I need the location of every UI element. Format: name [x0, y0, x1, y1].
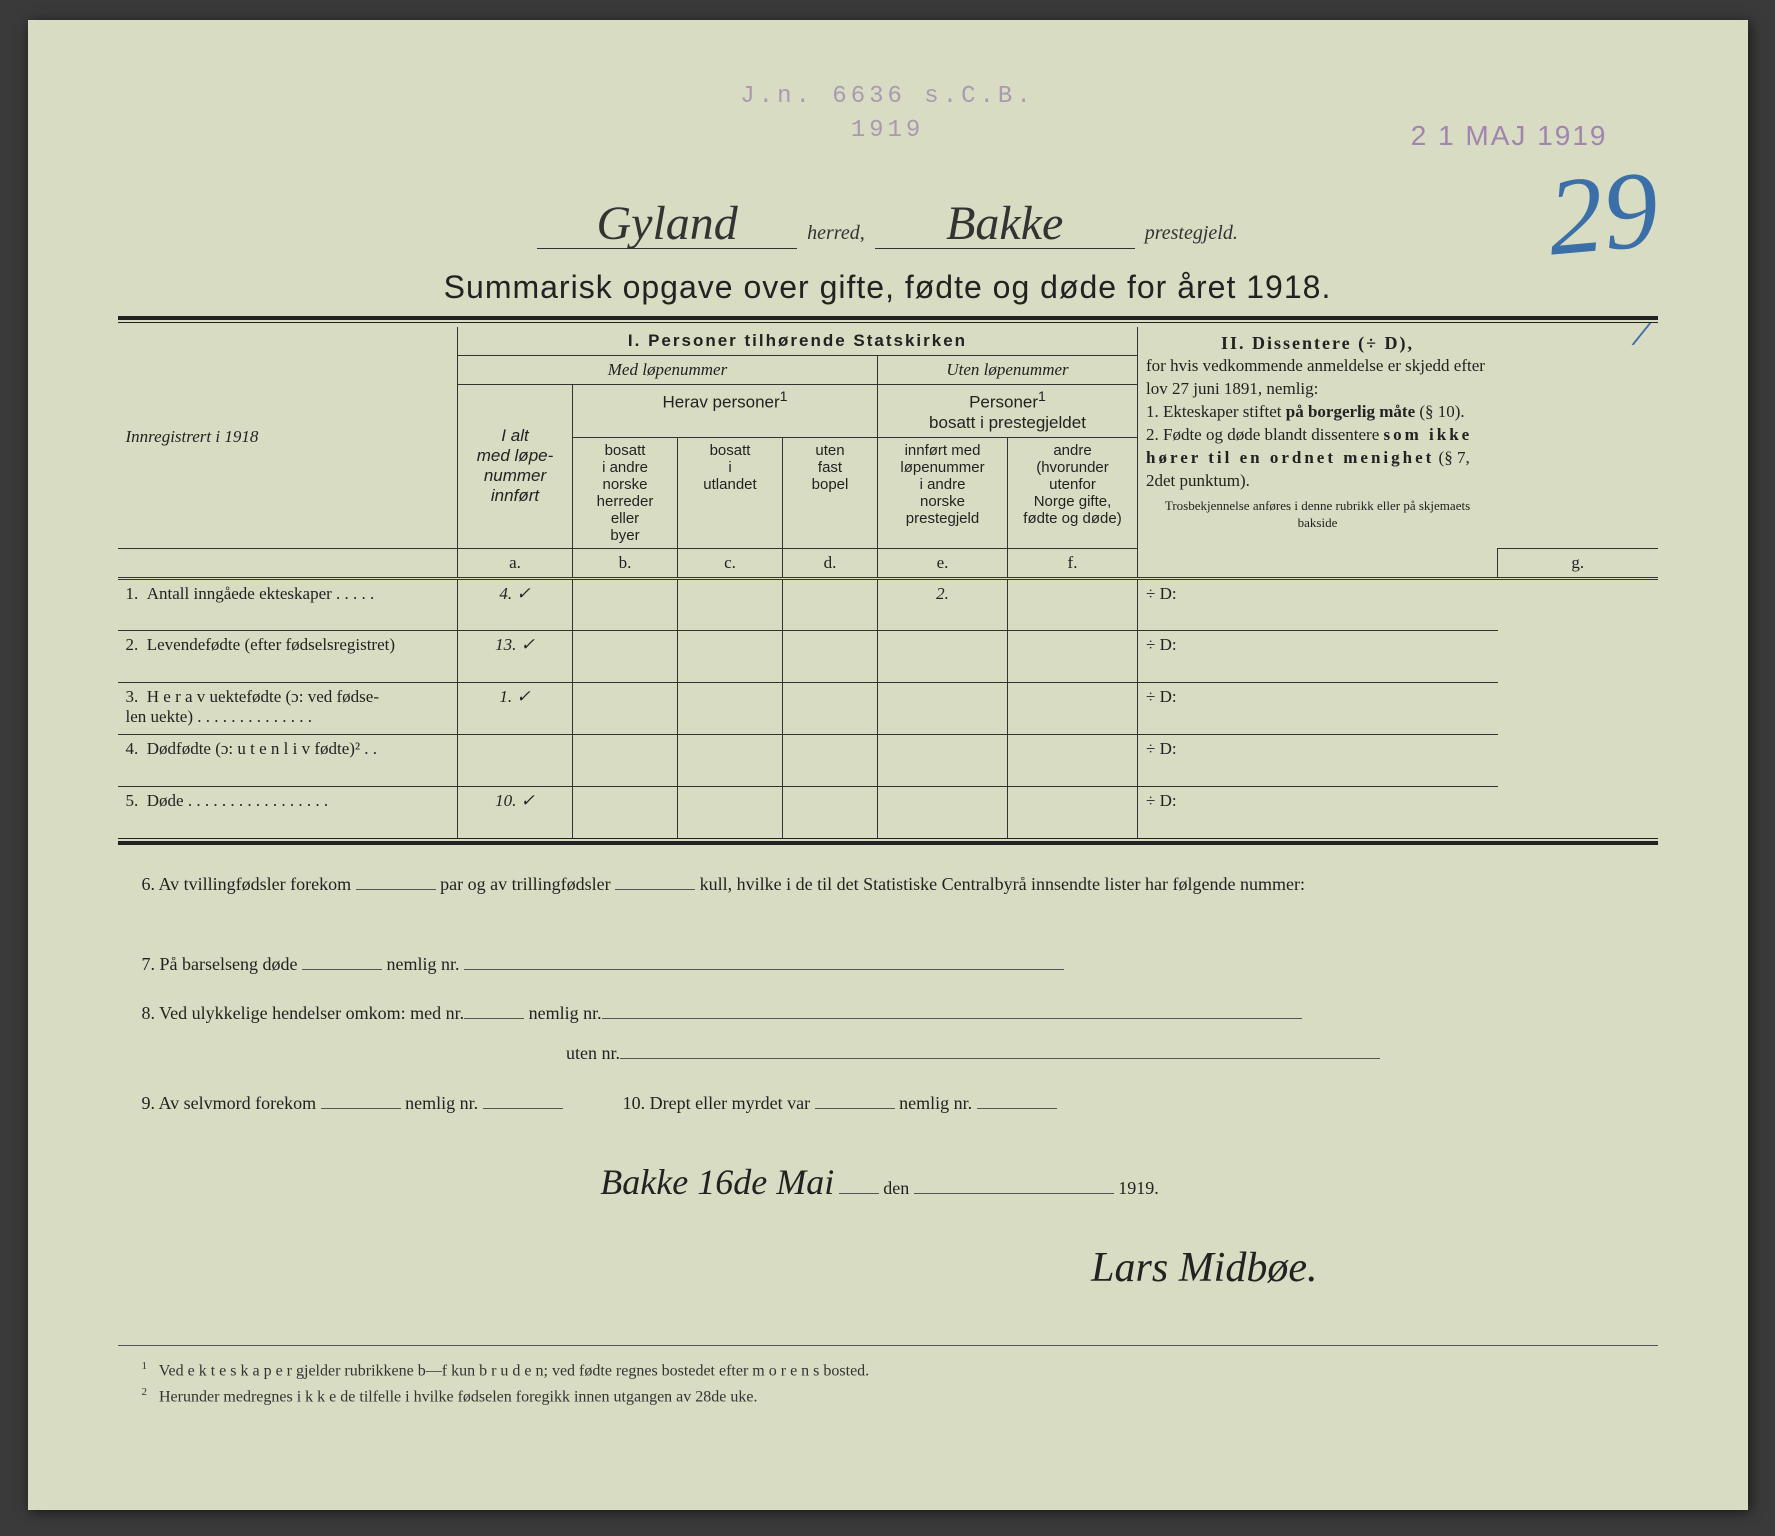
item-6: 6. Av tvillingfødsler forekom par og av …: [142, 865, 1618, 905]
col-letter-e: e.: [878, 548, 1008, 578]
row-1-col-f: [1008, 578, 1138, 630]
signature-place-date: Bakke 16de Mai: [600, 1162, 834, 1202]
rule-below-table-2: [118, 841, 1658, 845]
row-5-col-e: [878, 786, 1008, 838]
document-paper: J.n. 6636 s.C.B. 1919 2 1 MAJ 1919 29 / …: [28, 20, 1748, 1510]
row-2-col-d: [783, 630, 878, 682]
document-title: Summarisk opgave over gifte, fødte og dø…: [118, 269, 1658, 306]
table-row: 2. Levendefødte (efter fødselsregistret)…: [118, 630, 1658, 682]
row-3-col-g: ÷ D:: [1138, 682, 1498, 734]
row-1-col-c: [678, 578, 783, 630]
row-5-col-f: [1008, 786, 1138, 838]
row-5-col-c: [678, 786, 783, 838]
row-3-label: 3. H e r a v uektefødte (ɔ: ved fødse- l…: [118, 682, 458, 734]
header-line: Gyland herred, Bakke prestegjeld.: [118, 200, 1658, 249]
row-3-col-d: [783, 682, 878, 734]
section-2-dissentere: II. Dissentere (÷ D), for hvis vedkommen…: [1138, 327, 1498, 578]
col-innregistrert: Innregistrert i 1918: [118, 327, 458, 548]
signature-year: 1919.: [1118, 1178, 1159, 1198]
footnotes: 1 Ved e k t e s k a p e r gjelder rubrik…: [118, 1345, 1658, 1410]
row-5-col-d: [783, 786, 878, 838]
row-3-col-b: [573, 682, 678, 734]
item-8: 8. Ved ulykkelige hendelser omkom: med n…: [142, 994, 1618, 1073]
row-2-col-b: [573, 630, 678, 682]
table-row: 4. Dødfødte (ɔ: u t e n l i v fødte)² . …: [118, 734, 1658, 786]
row-3-col-e: [878, 682, 1008, 734]
row-4-label: 4. Dødfødte (ɔ: u t e n l i v fødte)² . …: [118, 734, 458, 786]
subheader-med-lopenummer: Med løpenummer: [458, 356, 878, 385]
row-3-col-c: [678, 682, 783, 734]
stamp-journal-number: J.n. 6636 s.C.B. 1919: [740, 80, 1034, 147]
table-row: 1. Antall inngåede ekteskaper . . . . . …: [118, 578, 1658, 630]
stamp-received-date: 2 1 MAJ 1919: [1411, 120, 1608, 152]
row-4-col-f: [1008, 734, 1138, 786]
footnote-1: 1 Ved e k t e s k a p e r gjelder rubrik…: [142, 1358, 1658, 1384]
row-1-col-d: [783, 578, 878, 630]
row-2-col-e: [878, 630, 1008, 682]
herav-personer-header: Herav personer1: [573, 385, 878, 438]
herred-value: Gyland: [537, 200, 797, 249]
row-2-label: 2. Levendefødte (efter fødselsregistret): [118, 630, 458, 682]
col-letter-g: g.: [1498, 548, 1658, 578]
main-statistics-table: Innregistrert i 1918 I. Personer tilhøre…: [118, 327, 1658, 838]
row-1-col-b: [573, 578, 678, 630]
page-number-handwritten: 29: [1542, 145, 1663, 281]
row-1-col-a: 4. ✓: [458, 578, 573, 630]
dissenter-item-2: 2. Fødte og døde blandt dissentere som i…: [1146, 424, 1489, 493]
dissenter-intro: for hvis vedkommende anmeldelse er skjed…: [1146, 355, 1489, 401]
row-1-col-e: 2.: [878, 578, 1008, 630]
row-1-col-g: ÷ D:: [1138, 578, 1498, 630]
col-letter-d: d.: [783, 548, 878, 578]
signature-name: Lars Midbøe.: [142, 1222, 1618, 1314]
row-2-col-c: [678, 630, 783, 682]
row-4-col-d: [783, 734, 878, 786]
table-row: 5. Døde . . . . . . . . . . . . . . . . …: [118, 786, 1658, 838]
signature-den-label: den: [883, 1178, 909, 1198]
col-a-header: I alt med løpe- nummer innført: [458, 385, 573, 549]
col-letter-a: a.: [458, 548, 573, 578]
col-f-header: andre (hvorunder utenfor Norge gifte, fø…: [1008, 437, 1138, 548]
col-letter-f: f.: [1008, 548, 1138, 578]
signature-area: Bakke 16de Mai den 1919. Lars Midbøe.: [142, 1143, 1618, 1315]
row-1-label: 1. Antall inngåede ekteskaper . . . . .: [118, 578, 458, 630]
col-letter-c: c.: [678, 548, 783, 578]
col-e-header: innført med løpenummer i andre norske pr…: [878, 437, 1008, 548]
row-4-col-b: [573, 734, 678, 786]
row-5-label: 5. Døde . . . . . . . . . . . . . . . . …: [118, 786, 458, 838]
personer-bosatt-header: Personer1 bosatt i prestegjeldet: [878, 385, 1138, 438]
row-2-col-a: 13. ✓: [458, 630, 573, 682]
row-2-col-g: ÷ D:: [1138, 630, 1498, 682]
item-9-10: 9. Av selvmord forekom nemlig nr. 10. Dr…: [142, 1084, 1618, 1124]
col-b-header: bosatt i andre norske herreder eller bye…: [573, 437, 678, 548]
prestegjeld-label: prestegjeld.: [1145, 222, 1238, 245]
item-7: 7. På barselseng døde nemlig nr.: [142, 945, 1618, 985]
section-2-title: II. Dissentere (÷ D),: [1146, 331, 1489, 355]
row-4-col-c: [678, 734, 783, 786]
col-d-header: uten fast bopel: [783, 437, 878, 548]
section-1-header: I. Personer tilhørende Statskirken: [458, 327, 1138, 356]
dissenter-footnote: Trosbekjennelse anføres i denne rubrikk …: [1146, 497, 1489, 532]
row-5-col-b: [573, 786, 678, 838]
row-4-col-a: [458, 734, 573, 786]
rule-below-table-1: [118, 838, 1658, 839]
dissenter-item-1: 1. Ekteskaper stiftet på borgerlig måte …: [1146, 401, 1489, 424]
row-2-col-f: [1008, 630, 1138, 682]
row-4-col-e: [878, 734, 1008, 786]
rule-thin: [118, 322, 1658, 323]
row-3-col-a: 1. ✓: [458, 682, 573, 734]
rule-thick: [118, 316, 1658, 320]
col-letter-b: b.: [573, 548, 678, 578]
row-3-col-f: [1008, 682, 1138, 734]
herred-label: herred,: [807, 222, 865, 245]
footnote-2: 2 Herunder medregnes i k k e de tilfelle…: [142, 1384, 1658, 1410]
table-row: 3. H e r a v uektefødte (ɔ: ved fødse- l…: [118, 682, 1658, 734]
prestegjeld-value: Bakke: [875, 200, 1135, 249]
col-c-header: bosatt i utlandet: [678, 437, 783, 548]
row-5-col-a: 10. ✓: [458, 786, 573, 838]
subheader-uten-lopenummer: Uten løpenummer: [878, 356, 1138, 385]
lower-questions: 6. Av tvillingfødsler forekom par og av …: [118, 865, 1658, 1315]
row-4-col-g: ÷ D:: [1138, 734, 1498, 786]
row-5-col-g: ÷ D:: [1138, 786, 1498, 838]
